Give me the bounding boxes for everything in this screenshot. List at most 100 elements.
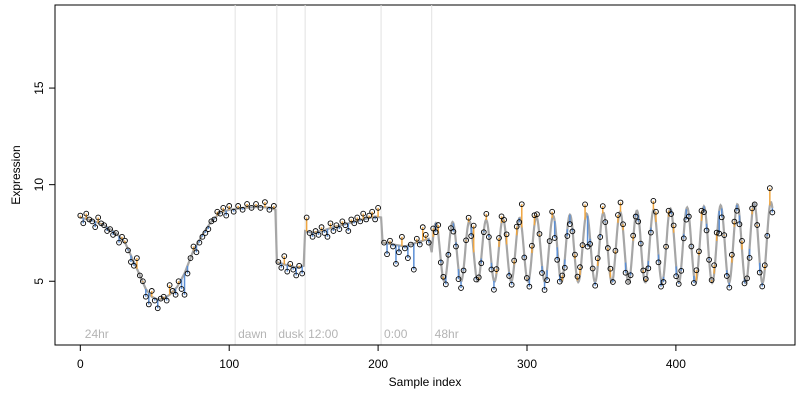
data-point [518, 201, 525, 208]
data-point [354, 214, 361, 221]
data-point [539, 270, 545, 276]
data-point [746, 255, 753, 261]
data-point [145, 301, 152, 308]
data-point [348, 216, 355, 223]
data-point [475, 274, 482, 281]
data-point [723, 273, 730, 279]
plot-frame [54, 4, 796, 346]
x-tick-label: 200 [368, 357, 388, 371]
data-point [101, 222, 107, 229]
data-point [217, 210, 224, 217]
region-label: 24hr [85, 327, 109, 341]
data-point [92, 224, 99, 231]
region-label: dawn [238, 327, 267, 341]
data-point [372, 216, 378, 223]
data-point [713, 229, 720, 236]
data-point [511, 257, 518, 264]
data-point [470, 222, 477, 229]
data-point [287, 261, 294, 267]
data-point [660, 279, 667, 285]
data-point [622, 269, 629, 276]
data-point [625, 278, 631, 285]
data-point [336, 226, 343, 232]
data-point [95, 214, 102, 221]
data-point [390, 243, 396, 250]
data-point [567, 221, 573, 227]
data-point [422, 232, 429, 238]
data-point [604, 245, 611, 251]
data-point [278, 264, 285, 271]
data-point [275, 259, 282, 265]
data-point [244, 201, 250, 207]
data-point [122, 237, 128, 244]
data-point [640, 267, 647, 274]
data-point [483, 210, 490, 217]
data-point [184, 270, 191, 277]
data-point [734, 207, 740, 214]
data-point [193, 249, 200, 256]
data-point [333, 222, 340, 229]
data-point [345, 228, 352, 234]
data-point [137, 272, 143, 279]
data-point [653, 208, 659, 215]
data-point [541, 287, 548, 293]
data-point [339, 218, 346, 225]
data-point [80, 220, 87, 227]
data-point [463, 237, 469, 244]
data-point [453, 243, 459, 250]
data-point [131, 262, 137, 269]
data-point [534, 211, 540, 218]
data-point [410, 266, 417, 273]
data-point [134, 255, 140, 261]
data-point [726, 284, 733, 291]
data-point [230, 208, 237, 215]
data-point [663, 243, 669, 250]
data-point [89, 218, 96, 225]
data-point [536, 231, 543, 237]
data-point [544, 277, 550, 283]
data-point [113, 230, 119, 236]
data-point [617, 199, 624, 206]
data-point [645, 265, 652, 272]
data-point [309, 233, 316, 240]
data-point [257, 204, 264, 211]
y-tick-label: 5 [32, 278, 46, 285]
data-point [731, 218, 738, 225]
data-point [342, 222, 349, 229]
region-label: dusk [278, 327, 304, 341]
data-point [589, 265, 596, 272]
data-point [408, 241, 414, 248]
data-point [281, 253, 288, 259]
data-point [205, 226, 212, 232]
data-point [375, 204, 381, 211]
data-point [196, 239, 203, 246]
data-point [766, 185, 773, 191]
data-point [491, 286, 497, 293]
data-point [142, 293, 149, 300]
data-point [610, 279, 616, 285]
data-point [650, 198, 657, 204]
data-point [363, 216, 370, 223]
data-point [351, 220, 358, 227]
data-point [516, 219, 523, 225]
data-point [119, 233, 125, 240]
data-point [506, 273, 512, 279]
data-point [175, 278, 182, 285]
data-point [107, 226, 113, 232]
data-point [223, 212, 230, 219]
data-point [181, 291, 188, 298]
data-point [594, 255, 601, 262]
data-point [437, 259, 444, 266]
data-point [293, 272, 300, 279]
data-point [253, 201, 259, 207]
data-point [521, 254, 528, 261]
data-point [211, 216, 218, 223]
data-point [675, 281, 682, 287]
data-point [764, 233, 771, 239]
data-point [239, 206, 246, 213]
data-point [551, 235, 558, 241]
data-point [696, 248, 702, 255]
data-point [125, 247, 131, 254]
data-point [685, 213, 692, 220]
